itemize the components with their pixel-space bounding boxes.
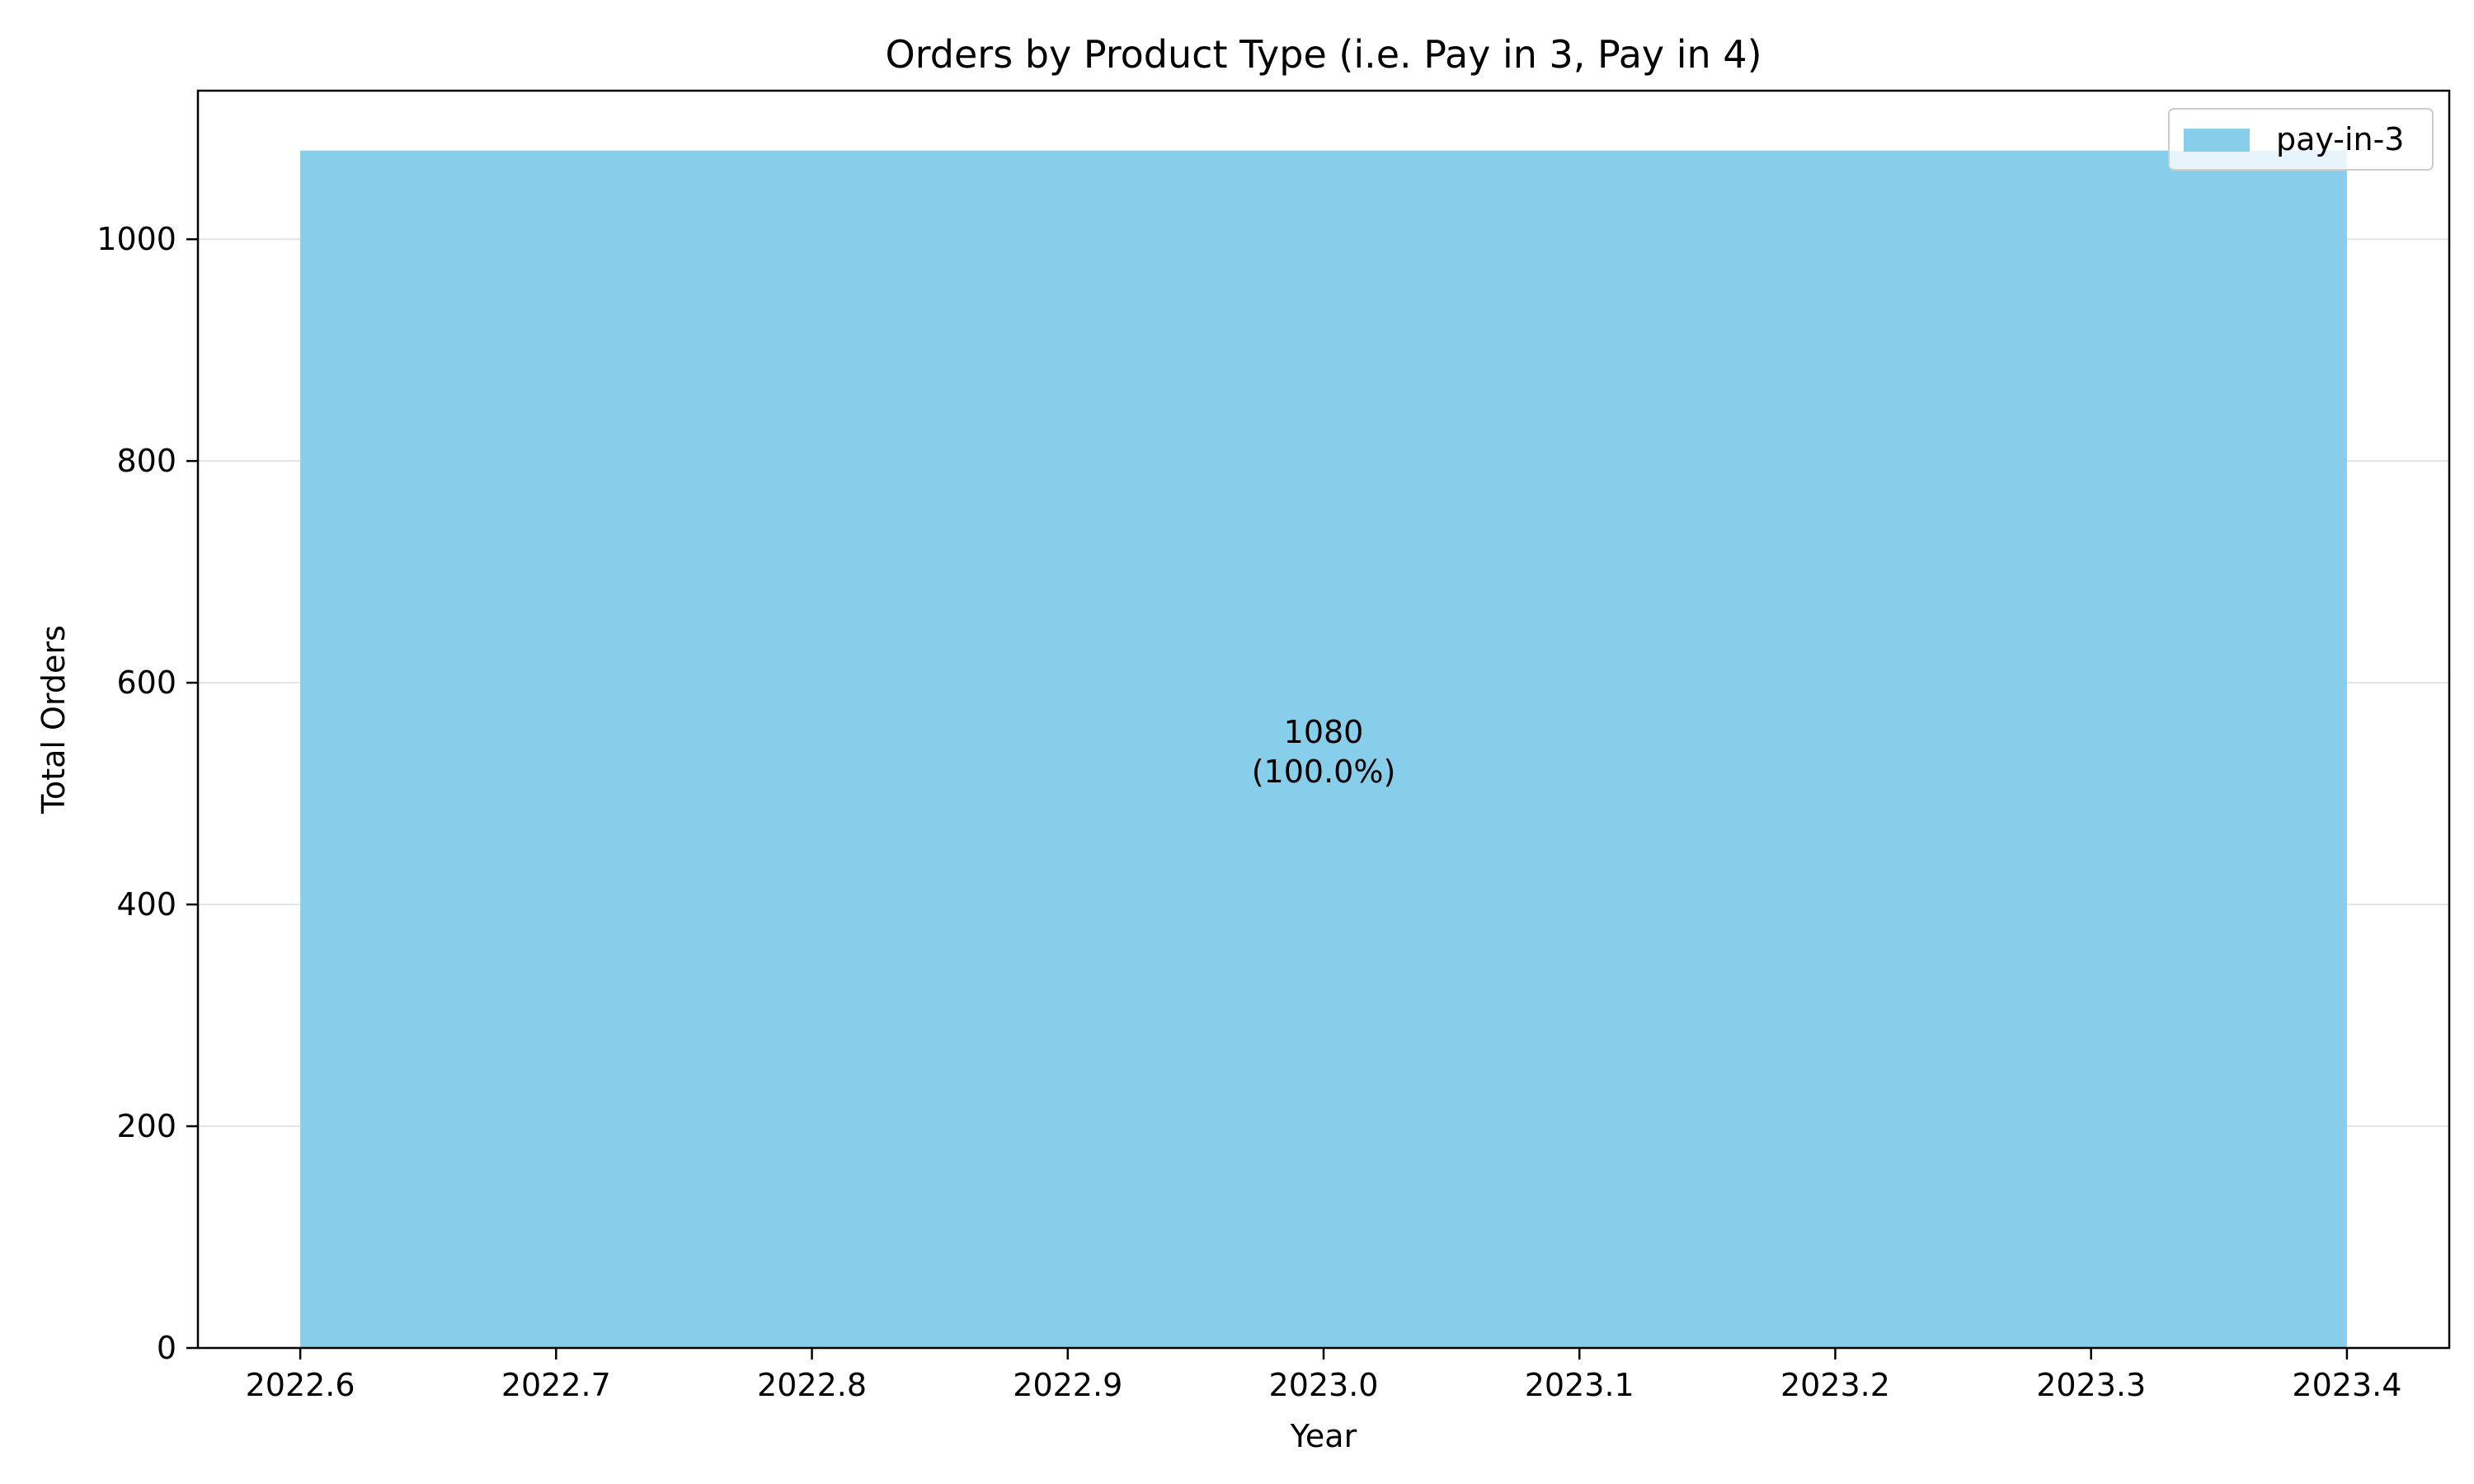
- x-tick-label: 2023.1: [1525, 1367, 1634, 1403]
- legend: pay-in-3: [2168, 108, 2434, 171]
- x-tick-label: 2022.9: [1013, 1367, 1122, 1403]
- x-tick-label: 2023.0: [1269, 1367, 1379, 1403]
- value-annotation-line: 1080: [1284, 714, 1364, 750]
- x-axis-ticks: 2022.6 2022.7 2022.8 2022.9 2023.0 2023.1 2023…: [246, 1348, 2401, 1403]
- x-tick-label: 2023.3: [2036, 1367, 2146, 1403]
- series-layer: [300, 150, 2347, 1349]
- legend-swatch: [2184, 129, 2250, 152]
- area-pay-in-3: [300, 150, 2347, 1349]
- chart-title: Orders by Product Type (i.e. Pay in 3, P…: [885, 32, 1761, 77]
- legend-box: [2168, 108, 2434, 171]
- y-tick-label: 400: [116, 886, 176, 923]
- x-tick-label: 2023.2: [1780, 1367, 1890, 1403]
- y-tick-label: 800: [116, 443, 176, 479]
- annotations: 1080 (100.0%): [1252, 714, 1396, 790]
- y-axis-ticks: 0 200 400 600 800 1000: [96, 221, 198, 1366]
- x-tick-label: 2022.6: [246, 1367, 355, 1403]
- value-annotation: 1080 (100.0%): [1252, 714, 1396, 790]
- legend-label: pay-in-3: [2276, 121, 2404, 157]
- x-axis-label: Year: [1290, 1418, 1357, 1454]
- x-tick-label: 2022.8: [757, 1367, 867, 1403]
- y-tick-label: 600: [116, 665, 176, 701]
- y-tick-label: 0: [157, 1330, 176, 1366]
- x-tick-label: 2023.4: [2292, 1367, 2401, 1403]
- y-axis-label: Total Orders: [35, 625, 72, 815]
- y-tick-label: 1000: [96, 221, 176, 257]
- y-tick-label: 200: [116, 1108, 176, 1144]
- value-annotation-line: (100.0%): [1252, 754, 1396, 790]
- x-tick-label: 2022.7: [501, 1367, 611, 1403]
